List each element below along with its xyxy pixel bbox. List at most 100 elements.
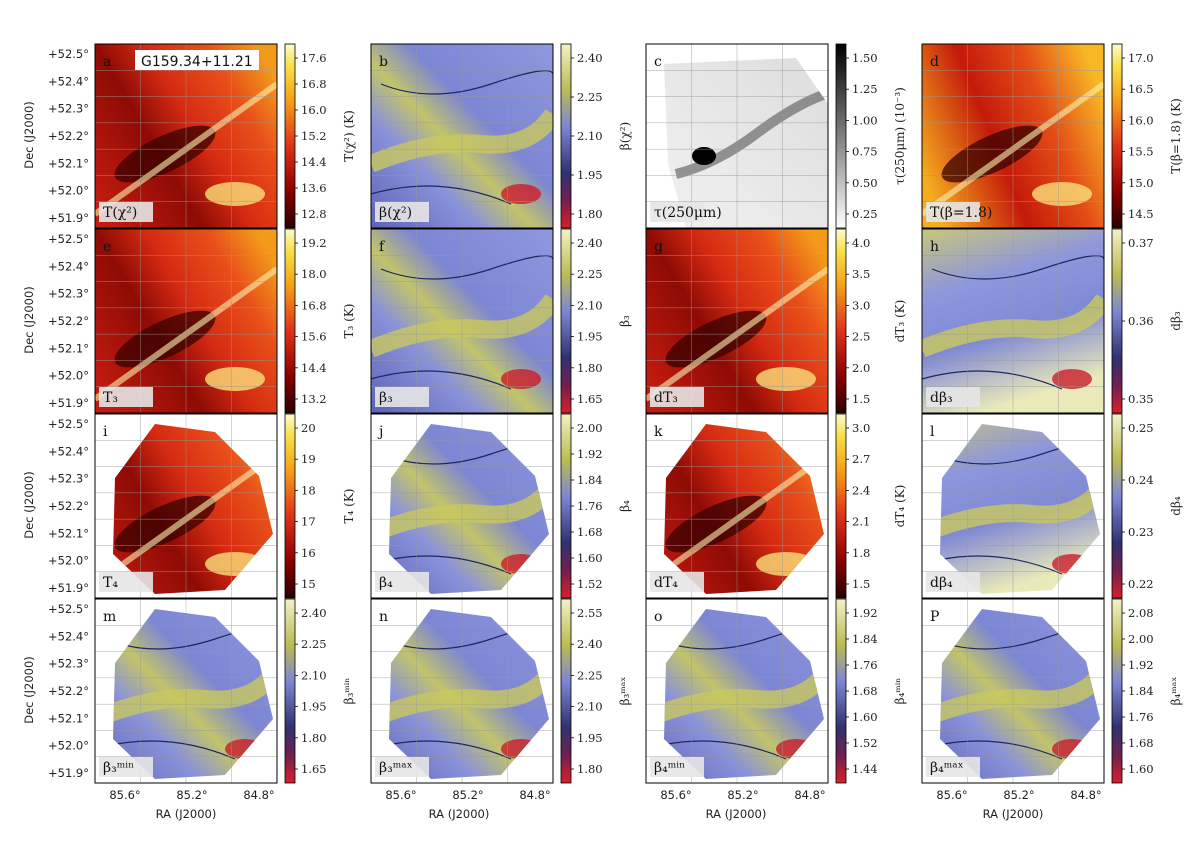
panel-i-cb-tick: 19 [301, 452, 316, 466]
panel-i-label: T₄ [103, 575, 118, 591]
ra-axis-label-col2: RA (J2000) [429, 807, 490, 821]
panel-b-label: β(χ²) [379, 205, 412, 221]
panel-a-cb-tick: 17.6 [301, 51, 327, 65]
panel-b-cb-tick: 2.40 [577, 51, 603, 65]
panel-c-frame [645, 43, 829, 229]
dec-tick-label: +52.1° [48, 156, 89, 170]
panel-m-colorbar [284, 598, 296, 784]
panel-l-cb-label: dβ₄ [1169, 496, 1183, 516]
panel-m-cb-tick: 2.25 [301, 637, 327, 651]
panel-e-frame [94, 228, 278, 414]
panel-o-cb-label: β₄ᵐⁱⁿ [893, 678, 907, 705]
panel-l-colorbar [1111, 413, 1123, 599]
panel-f-letter: f [379, 239, 386, 255]
panel-h: h dβ₃ 0.37 0.36 0.35 dβ₃ [921, 228, 1183, 414]
panel-g-frame [645, 228, 829, 414]
panel-e-label: T₃ [103, 390, 118, 406]
dec-tick-label: +52.3° [48, 102, 89, 116]
panel-c-cb-tick: 0.75 [852, 145, 878, 159]
dec-axis-label-row4: Dec (J2000) [22, 656, 36, 724]
dec-tick-label: +52.0° [48, 554, 89, 568]
dec-tick-label: +52.4° [48, 74, 89, 88]
dec-axis-label-row1: Dec (J2000) [22, 101, 36, 169]
panel-k-cb-tick: 2.1 [852, 515, 870, 529]
panel-f-frame [370, 228, 554, 414]
panel-h-cb-tick: 0.37 [1128, 236, 1154, 250]
panel-b-cb-tick: 2.10 [577, 129, 603, 143]
ra-tick-label: 85.2° [176, 788, 207, 802]
panel-l-letter: l [930, 424, 935, 440]
panel-k-colorbar [835, 413, 847, 599]
dec-tick-label: +51.9° [48, 211, 89, 225]
panel-j-cb-label: β₄ [618, 500, 632, 512]
panel-m-cb-tick: 2.40 [301, 606, 327, 620]
panel-c-cb-tick: 0.25 [852, 207, 878, 221]
panel-m-cb-label: β₃ᵐⁱⁿ [342, 678, 356, 705]
panel-h-colorbar [1111, 228, 1123, 414]
panel-m: m β₃ᵐⁱⁿ 2.40 2.25 2.10 1.95 1.80 1.65 β₃ᵐⁱⁿ +52.5… [48, 598, 356, 802]
panel-b-cb-tick: 2.25 [577, 90, 603, 104]
panel-j-cb-tick: 1.60 [577, 551, 603, 565]
panel-e-cb-label: T₃ (K) [342, 304, 356, 339]
panel-l-label: dβ₄ [930, 575, 953, 591]
panel-o-cb-tick: 1.84 [852, 632, 878, 646]
panel-a-cb-tick: 12.8 [301, 207, 327, 221]
panel-d-label: T(β=1.8) [930, 205, 992, 221]
panel-h-label: dβ₃ [930, 390, 953, 406]
panel-h-cb-tick: 0.35 [1128, 392, 1154, 406]
panel-h-cb-label: dβ₃ [1169, 311, 1183, 331]
panel-i-cb-tick: 15 [301, 577, 316, 591]
panel-d-cb-label: T(β=1.8) (K) [1169, 98, 1183, 174]
panel-c-letter: c [654, 54, 662, 70]
panel-o-letter: o [654, 609, 662, 625]
dec-tick-label: +52.2° [48, 499, 89, 513]
panel-i-cb-tick: 16 [301, 546, 316, 560]
ra-tick-label: 85.2° [452, 788, 483, 802]
panel-c-label: τ(250μm) [654, 205, 722, 221]
panel-o-cb-tick: 1.44 [852, 762, 878, 776]
dec-tick-label: +52.1° [48, 526, 89, 540]
panel-j-cb-tick: 1.52 [577, 577, 603, 591]
panel-j-frame [370, 413, 554, 599]
panel-m-cb-tick: 1.80 [301, 731, 327, 745]
panel-f-cb-label: β₃ [618, 315, 632, 327]
panel-k-cb-tick: 1.5 [852, 577, 870, 591]
ra-tick-label: 84.8° [1070, 788, 1101, 802]
panel-P-frame [921, 598, 1105, 784]
panel-a-cb-tick: 16.0 [301, 103, 327, 117]
panel-h-letter: h [930, 239, 939, 255]
panel-e-colorbar [284, 228, 296, 414]
dec-tick-label: +52.4° [48, 629, 89, 643]
panel-b-frame [370, 43, 554, 229]
panel-a-cb-tick: 16.8 [301, 77, 327, 91]
panel-o-cb-tick: 1.52 [852, 736, 878, 750]
panel-n-cb-tick: 1.80 [577, 762, 603, 776]
panel-P-label: β₄ᵐᵃˣ [930, 760, 964, 776]
panel-l: l dβ₄ 0.25 0.24 0.23 0.22 dβ₄ [921, 413, 1183, 599]
panel-j-label: β₄ [379, 575, 393, 591]
dec-tick-label: +52.2° [48, 129, 89, 143]
panel-n-frame [370, 598, 554, 784]
ra-tick-label: 85.6° [660, 788, 691, 802]
dec-tick-label: +52.5° [48, 417, 89, 431]
panel-k-label: dT₄ [654, 575, 678, 591]
panel-o-colorbar [835, 598, 847, 784]
panel-f-cb-tick: 2.25 [577, 267, 603, 281]
panel-o-frame [645, 598, 829, 784]
panel-k-cb-tick: 2.4 [852, 483, 870, 497]
panel-d-frame [921, 43, 1105, 229]
panel-i-cb-tick: 18 [301, 483, 316, 497]
dec-axis-label-row3: Dec (J2000) [22, 471, 36, 539]
panel-o-label: β₄ᵐⁱⁿ [654, 760, 685, 776]
panel-c-cb-label: τ(250μm) (10⁻³) [893, 87, 907, 185]
panel-o: o β₄ᵐⁱⁿ 1.92 1.84 1.76 1.68 1.60 1.52 1.44 β₄ᵐⁱⁿ 8… [645, 598, 907, 802]
panel-d-cb-tick: 16.0 [1128, 113, 1154, 127]
panel-o-cb-tick: 1.92 [852, 606, 878, 620]
panel-P-cb-tick: 1.76 [1128, 710, 1154, 724]
dec-tick-label: +51.9° [48, 581, 89, 595]
panel-e-cb-tick: 13.2 [301, 392, 327, 406]
panel-d-letter: d [930, 54, 939, 70]
panel-k: k dT₄ 3.0 2.7 2.4 2.1 1.8 1.5 dT₄ (K) [645, 413, 907, 599]
panel-a-letter: a [103, 54, 111, 70]
